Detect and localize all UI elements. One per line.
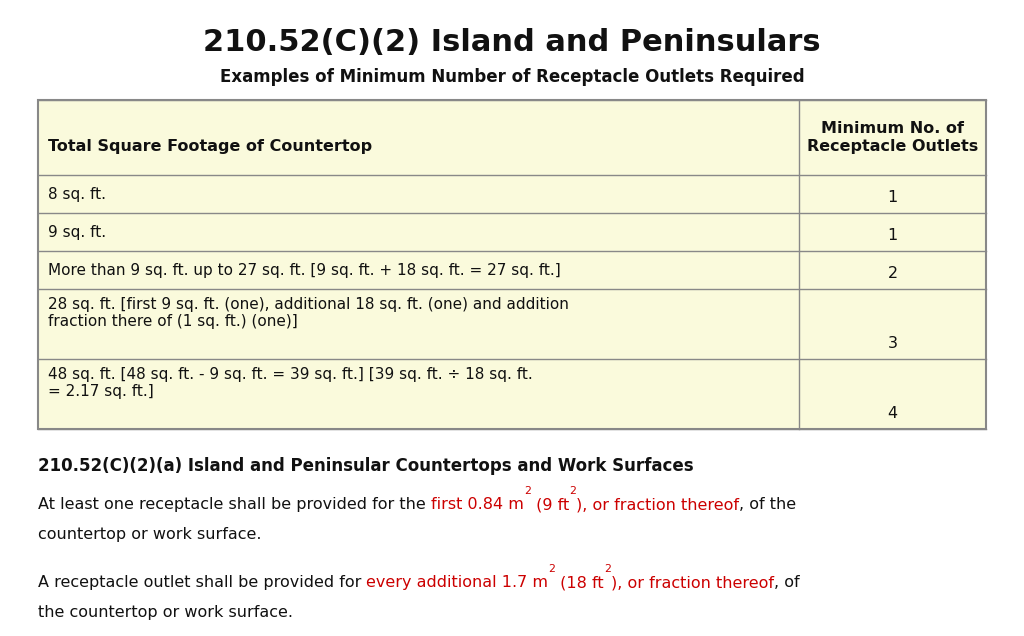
Text: the countertop or work surface.: the countertop or work surface. — [38, 605, 293, 620]
Text: 210.52(C)(2) Island and Peninsulars: 210.52(C)(2) Island and Peninsulars — [203, 28, 821, 57]
Text: Examples of Minimum Number of Receptacle Outlets Required: Examples of Minimum Number of Receptacle… — [220, 68, 804, 86]
Text: 2: 2 — [523, 485, 530, 495]
Text: 2: 2 — [569, 485, 575, 495]
Text: 2: 2 — [604, 563, 611, 574]
Text: , of: , of — [774, 575, 800, 590]
Text: 2: 2 — [888, 266, 898, 281]
Text: Total Square Footage of Countertop: Total Square Footage of Countertop — [48, 139, 372, 154]
Text: countertop or work surface.: countertop or work surface. — [38, 527, 261, 542]
Text: 28 sq. ft. [first 9 sq. ft. (one), additional 18 sq. ft. (one) and addition
frac: 28 sq. ft. [first 9 sq. ft. (one), addit… — [48, 297, 569, 329]
Text: , of the: , of the — [738, 497, 796, 512]
Text: (9 ft: (9 ft — [530, 497, 569, 512]
Text: ), or fraction thereof: ), or fraction thereof — [611, 575, 774, 590]
Text: Minimum No. of
Receptacle Outlets: Minimum No. of Receptacle Outlets — [807, 121, 978, 154]
Text: More than 9 sq. ft. up to 27 sq. ft. [9 sq. ft. + 18 sq. ft. = 27 sq. ft.]: More than 9 sq. ft. up to 27 sq. ft. [9 … — [48, 263, 561, 277]
Text: first 0.84 m: first 0.84 m — [431, 497, 523, 512]
Text: (18 ft: (18 ft — [555, 575, 604, 590]
Text: 1: 1 — [888, 190, 898, 205]
Bar — [38, 100, 986, 429]
Text: A receptacle outlet shall be provided for: A receptacle outlet shall be provided fo… — [38, 575, 367, 590]
Text: 8 sq. ft.: 8 sq. ft. — [48, 186, 106, 202]
Text: 4: 4 — [888, 406, 898, 421]
Text: 9 sq. ft.: 9 sq. ft. — [48, 225, 106, 240]
Text: 210.52(C)(2)(a) Island and Peninsular Countertops and Work Surfaces: 210.52(C)(2)(a) Island and Peninsular Co… — [38, 457, 693, 475]
Text: At least one receptacle shall be provided for the: At least one receptacle shall be provide… — [38, 497, 431, 512]
Text: ), or fraction thereof: ), or fraction thereof — [575, 497, 738, 512]
Text: 2: 2 — [549, 563, 555, 574]
Text: 1: 1 — [888, 228, 898, 243]
Text: every additional 1.7 m: every additional 1.7 m — [367, 575, 549, 590]
Text: 3: 3 — [888, 336, 898, 351]
Text: 48 sq. ft. [48 sq. ft. - 9 sq. ft. = 39 sq. ft.] [39 sq. ft. ÷ 18 sq. ft.
= 2.17: 48 sq. ft. [48 sq. ft. - 9 sq. ft. = 39 … — [48, 367, 532, 399]
